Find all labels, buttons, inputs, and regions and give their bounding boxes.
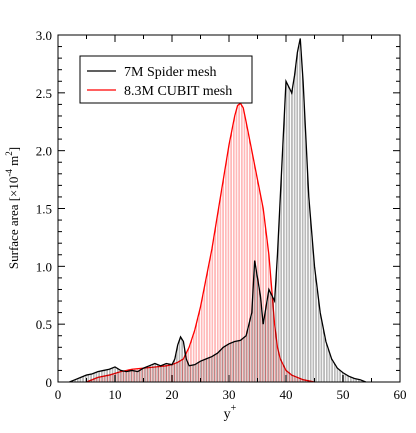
y-tick-label: 1.0 (36, 259, 52, 274)
x-axis-label: y+ (224, 403, 237, 422)
legend-label-cubit: 8.3M CUBIT mesh (124, 84, 232, 99)
series-0-line (69, 38, 367, 383)
series-0-bars (70, 43, 365, 382)
x-tick-label: 30 (223, 387, 236, 402)
series-1-bars (87, 103, 314, 382)
y-tick-label: 1.5 (36, 202, 52, 217)
legend-box (79, 55, 253, 104)
axis-ticks: 0 10 20 30 40 50 60 0 0.5 1.0 1.5 2.0 2.5 3.0 (36, 28, 407, 402)
x-tick-label: 0 (55, 387, 62, 402)
x-tick-label: 50 (337, 387, 350, 402)
y-tick-label: 0.5 (36, 317, 52, 332)
y-tick-label: 3.0 (36, 28, 52, 43)
legend-label-spider: 7M Spider mesh (124, 65, 217, 80)
series-1 (86, 102, 315, 383)
x-axis-label-superscript: + (231, 403, 237, 414)
x-tick-label: 60 (394, 387, 407, 402)
series-0 (69, 38, 367, 383)
plot-area (69, 38, 367, 383)
y-axis-label: Surface area [×10-4 m2] (4, 147, 21, 269)
y-tick-label: 2.0 (36, 144, 52, 159)
x-tick-label: 20 (166, 387, 179, 402)
legend: 7M Spider mesh 8.3M CUBIT mesh (79, 55, 253, 104)
y-tick-label: 0 (46, 375, 53, 390)
x-tick-label: 40 (280, 387, 293, 402)
x-tick-label: 10 (109, 387, 122, 402)
y-tick-label: 2.5 (36, 86, 52, 101)
